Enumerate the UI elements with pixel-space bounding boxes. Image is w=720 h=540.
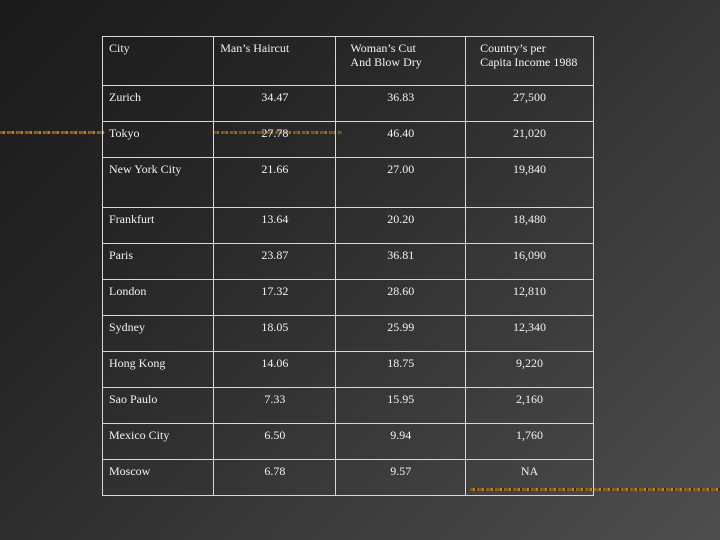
column-header-city: City [101, 36, 215, 86]
mans-haircut-cell: 27.78 [213, 121, 337, 158]
table-row: New York City 21.66 27.00 19,840 [101, 157, 594, 208]
mans-haircut-cell: 6.50 [213, 423, 337, 460]
income-cell: 16,090 [465, 243, 594, 280]
mans-haircut-cell: 17.32 [213, 279, 337, 316]
mans-haircut-cell: 18.05 [213, 315, 337, 352]
womans-cut-cell: 36.83 [335, 85, 467, 122]
womans-cut-cell: 27.00 [335, 157, 467, 208]
table-row: Hong Kong 14.06 18.75 9,220 [101, 351, 594, 388]
table-row: Sao Paulo 7.33 15.95 2,160 [101, 387, 594, 424]
haircut-price-table: City Man’s Haircut Woman’s Cut And Blow … [101, 36, 594, 496]
income-cell: 21,020 [465, 121, 594, 158]
city-cell: Sydney [101, 315, 215, 352]
city-cell: Zurich [101, 85, 215, 122]
womans-cut-cell: 25.99 [335, 315, 467, 352]
city-cell: Sao Paulo [101, 387, 215, 424]
womans-cut-cell: 9.94 [335, 423, 467, 460]
mans-haircut-cell: 6.78 [213, 459, 337, 496]
income-cell: 18,480 [465, 207, 594, 244]
womans-cut-cell: 28.60 [335, 279, 467, 316]
city-cell: Moscow [101, 459, 215, 496]
mans-haircut-cell: 21.66 [213, 157, 337, 208]
table-row: Sydney 18.05 25.99 12,340 [101, 315, 594, 352]
city-cell: Paris [101, 243, 215, 280]
mans-haircut-cell: 34.47 [213, 85, 337, 122]
income-cell: 9,220 [465, 351, 594, 388]
mans-haircut-cell: 7.33 [213, 387, 337, 424]
table-row: Paris 23.87 36.81 16,090 [101, 243, 594, 280]
table-row: Mexico City 6.50 9.94 1,760 [101, 423, 594, 460]
income-cell: 12,340 [465, 315, 594, 352]
table-row: Moscow 6.78 9.57 NA [101, 459, 594, 496]
income-cell: 12,810 [465, 279, 594, 316]
decorative-bar-left [0, 131, 106, 134]
city-cell: Mexico City [101, 423, 215, 460]
column-header-mans-haircut: Man’s Haircut [213, 36, 337, 86]
city-cell: London [101, 279, 215, 316]
column-header-womans-cut: Woman’s Cut And Blow Dry [335, 36, 467, 86]
city-cell: Tokyo [101, 121, 215, 158]
mans-haircut-cell: 23.87 [213, 243, 337, 280]
column-header-income: Country’s per Capita Income 1988 [465, 36, 594, 86]
womans-cut-cell: 18.75 [335, 351, 467, 388]
city-cell: Frankfurt [101, 207, 215, 244]
womans-cut-cell: 15.95 [335, 387, 467, 424]
mans-haircut-cell: 14.06 [213, 351, 337, 388]
womans-cut-cell: 9.57 [335, 459, 467, 496]
income-cell: 19,840 [465, 157, 594, 208]
income-cell: 2,160 [465, 387, 594, 424]
womans-cut-cell: 36.81 [335, 243, 467, 280]
table-row: Zurich 34.47 36.83 27,500 [101, 85, 594, 122]
table-row: Frankfurt 13.64 20.20 18,480 [101, 207, 594, 244]
income-cell: 1,760 [465, 423, 594, 460]
table-row: Tokyo 27.78 46.40 21,020 [101, 121, 594, 158]
income-cell: NA [465, 459, 594, 496]
city-cell: New York City [101, 157, 215, 208]
table-header-row: City Man’s Haircut Woman’s Cut And Blow … [101, 36, 594, 86]
mans-haircut-cell: 13.64 [213, 207, 337, 244]
decorative-bar-bottom [470, 488, 720, 491]
womans-cut-cell: 20.20 [335, 207, 467, 244]
table-row: London 17.32 28.60 12,810 [101, 279, 594, 316]
womans-cut-cell: 46.40 [335, 121, 467, 158]
income-cell: 27,500 [465, 85, 594, 122]
city-cell: Hong Kong [101, 351, 215, 388]
